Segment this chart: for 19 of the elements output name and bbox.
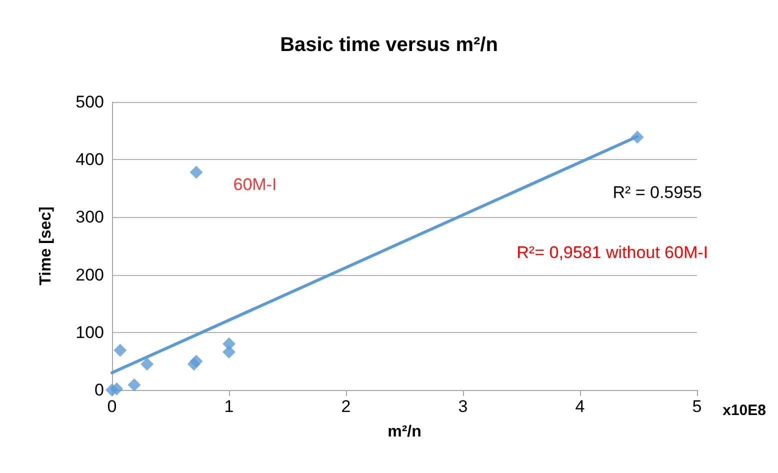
x-tick-label: 3: [458, 397, 468, 416]
y-tick-label: 200: [76, 265, 104, 284]
annotation: R² = 0.5955: [612, 183, 702, 202]
text: x10E8: [722, 402, 766, 419]
y-tick-label: 500: [76, 92, 104, 112]
y-axis-title: Time [sec]: [38, 206, 54, 286]
annotation: 60M-I: [233, 174, 277, 194]
x-tick-label: 0: [107, 397, 117, 416]
x-tick-label: 2: [341, 397, 351, 416]
x-tick-label: 1: [224, 397, 234, 416]
y-tick-label: 100: [76, 322, 104, 342]
chart-title: Basic time versus m²/n: [280, 34, 498, 56]
y-tick-label: 400: [76, 150, 104, 170]
y-tick-label: 300: [76, 208, 104, 227]
annotation: R²= 0,9581 without 60M-I: [516, 243, 708, 262]
x-axis-title: m²/n: [388, 424, 422, 440]
y-tick-label: 0: [94, 380, 104, 400]
x-tick-label: 4: [575, 397, 585, 416]
x-tick-label: 5: [692, 397, 702, 416]
